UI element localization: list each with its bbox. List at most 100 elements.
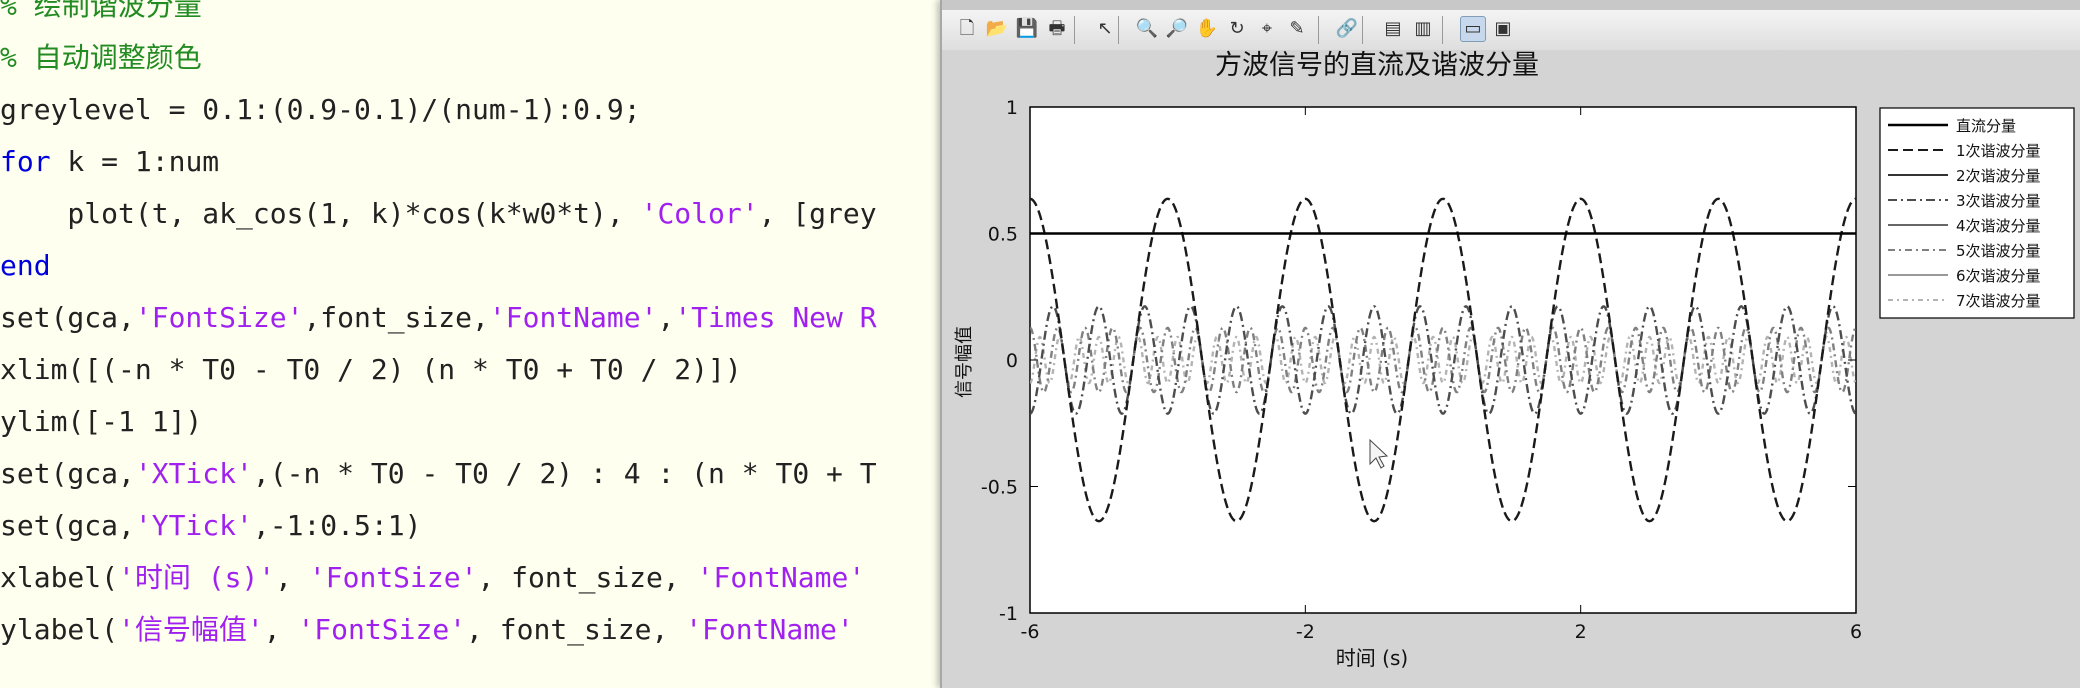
code-line[interactable]: set(gca,'XTick',(-n * T0 - T0 / 2) : 4 :… (0, 448, 877, 500)
colorbar-icon[interactable]: ▤ (1384, 18, 1402, 39)
axes[interactable]: -6 -2 2 6 -1 -0.5 0 0.5 1 (981, 97, 1862, 643)
code-token-plain: set(gca, (0, 457, 135, 490)
code-token-plain: xlim([(-n * T0 - T0 / 2) (n * T0 + T0 / … (0, 353, 742, 386)
link-plot-icon[interactable]: 🔗 (1335, 18, 1359, 39)
save-icon[interactable]: 💾 (1015, 18, 1039, 39)
y-tick-label: 0.5 (988, 224, 1018, 246)
code-token-plain: ,-1:0.5:1) (252, 509, 422, 542)
code-token-keyword: for (0, 145, 51, 178)
code-token-plain: , font_size, (466, 613, 686, 646)
code-token-keyword: end (0, 249, 51, 282)
legend-icon[interactable]: ▥ (1414, 18, 1432, 39)
code-token-string: 'XTick' (134, 457, 253, 490)
code-token-plain: ylim([-1 1]) (0, 405, 203, 438)
code-token-string: 'FontName' (488, 301, 658, 334)
code-token-plain: set(gca, (0, 301, 135, 334)
code-token-string: 'FontName' (696, 561, 866, 594)
code-token-string: 'YTick' (134, 509, 253, 542)
code-line[interactable]: ylabel('信号幅值', 'FontSize', font_size, 'F… (0, 604, 854, 656)
toolbar-separator (1074, 16, 1075, 44)
code-token-plain: k = 1:num (50, 145, 220, 178)
figure-toolbar: 🗋 📂 💾 🖶 ↖ 🔍 🔎 ✋ ↻ ⌖ ✎ 🔗 ▤ ▥ ▭ ▣ (942, 10, 2080, 51)
code-editor[interactable]: % 绘制谐波分量 % 自动调整颜色 greylevel = 0.1:(0.9-0.1… (0, 0, 950, 688)
code-line[interactable]: plot(t, ak_cos(1, k)*cos(k*w0*t), 'Color… (0, 188, 877, 240)
x-tick-label: 2 (1575, 621, 1587, 643)
print-icon[interactable]: 🖶 (1048, 18, 1066, 39)
code-token-plain: xlabel( (0, 561, 119, 594)
code-token-plain: , [grey (758, 197, 877, 230)
code-token-string: '时间 (s)' (118, 561, 276, 594)
mouse-cursor-icon (1369, 438, 1389, 469)
code-line[interactable]: for k = 1:num (0, 136, 219, 188)
legend-entry-label: 直流分量 (1956, 117, 2016, 135)
code-token-plain: , (275, 561, 309, 594)
x-tick-label: -6 (1021, 621, 1040, 643)
new-figure-icon[interactable]: 🗋 (959, 18, 975, 39)
legend-entry-label: 7次谐波分量 (1956, 292, 2041, 310)
toolbar-separator (1118, 16, 1119, 44)
code-token-plain: ylabel( (0, 613, 119, 646)
code-token-plain: ,font_size, (303, 301, 489, 334)
hide-plot-tools-icon[interactable]: ▭ (1460, 16, 1486, 42)
toolbar-separator (1442, 16, 1443, 44)
legend[interactable]: 直流分量 1次谐波分量 2次谐波分量 3次谐波分量 4次谐波分量 5次谐波分量 6次谐波分量… (1879, 107, 2075, 319)
chart-title: 方波信号的直流及谐波分量 (1215, 50, 1539, 81)
rotate-3d-icon[interactable]: ↻ (1229, 18, 1245, 39)
y-tick-label: -1 (999, 603, 1018, 625)
legend-entry-label: 2次谐波分量 (1956, 167, 2041, 185)
code-line[interactable]: end (0, 240, 51, 292)
code-token-string: 'Color' (640, 197, 759, 230)
pan-icon[interactable]: ✋ (1195, 18, 1219, 39)
code-line[interactable]: set(gca,'YTick',-1:0.5:1) (0, 500, 421, 552)
x-tick-label: -2 (1296, 621, 1315, 643)
code-token-string: 'Times New R (674, 301, 877, 334)
code-line[interactable]: greylevel = 0.1:(0.9-0.1)/(num-1):0.9; (0, 84, 641, 136)
code-token-plain: , (657, 301, 675, 334)
toolbar-separator (1362, 16, 1363, 44)
legend-entry-label: 3次谐波分量 (1956, 192, 2041, 210)
data-cursor-icon[interactable]: ⌖ (1261, 18, 1273, 39)
code-token-string: '信号幅值' (118, 613, 264, 646)
toolbar-separator (1318, 16, 1319, 44)
code-token-string: 'FontName' (685, 613, 854, 646)
code-line[interactable]: set(gca,'FontSize',font_size,'FontName',… (0, 292, 877, 344)
legend-entry-label: 4次谐波分量 (1956, 217, 2041, 235)
legend-box (1879, 107, 2075, 319)
y-tick-label: -0.5 (981, 477, 1018, 499)
zoom-in-icon[interactable]: 🔍 (1135, 18, 1159, 39)
pointer-icon[interactable]: ↖ (1097, 18, 1113, 39)
y-tick-label: 0 (1006, 350, 1018, 372)
code-line[interactable]: xlabel('时间 (s)', 'FontSize', font_size, … (0, 552, 865, 604)
code-token-plain: , font_size, (477, 561, 697, 594)
code-token-comment: % 自动调整颜色 (0, 41, 202, 74)
code-line[interactable]: xlim([(-n * T0 - T0 / 2) (n * T0 + T0 / … (0, 344, 742, 396)
code-token-plain: greylevel = 0.1:(0.9-0.1)/(num-1):0.9; (0, 93, 641, 126)
legend-entry-label: 6次谐波分量 (1956, 267, 2041, 285)
code-line[interactable]: % 自动调整颜色 (0, 32, 202, 84)
plot-canvas: 方波信号的直流及谐波分量 -6 -2 2 6 -1 -0.5 0 0.5 1 时间 (s) 信号… (942, 50, 2080, 688)
code-token-plain: set(gca, (0, 509, 135, 542)
code-line[interactable]: % 绘制谐波分量 (0, 0, 202, 32)
code-token-comment: % 绘制谐波分量 (0, 0, 202, 22)
plot-area (1029, 106, 1857, 614)
zoom-out-icon[interactable]: 🔎 (1165, 18, 1189, 39)
code-token-string: 'FontSize' (308, 561, 478, 594)
figure-window: 🗋 📂 💾 🖶 ↖ 🔍 🔎 ✋ ↻ ⌖ ✎ 🔗 ▤ ▥ ▭ ▣ 方波信号的直流及谐波分量 -6 -2 2 6 -1 -0… (940, 0, 2080, 688)
brush-icon[interactable]: ✎ (1289, 18, 1305, 39)
code-token-plain: ,(-n * T0 - T0 / 2) : 4 : (n * T0 + T (252, 457, 877, 490)
code-token-string: 'FontSize' (297, 613, 467, 646)
code-line[interactable]: ylim([-1 1]) (0, 396, 202, 448)
code-token-string: 'FontSize' (134, 301, 304, 334)
code-token-plain: , (263, 613, 298, 646)
x-tick-label: 6 (1850, 621, 1862, 643)
x-axis-label: 时间 (s) (1336, 646, 1408, 670)
legend-entry-label: 5次谐波分量 (1956, 242, 2041, 260)
legend-entry-label: 1次谐波分量 (1956, 142, 2041, 160)
series-line-1 (1030, 197, 1856, 523)
show-plot-tools-icon[interactable]: ▣ (1494, 18, 1512, 39)
code-token-plain: plot(t, ak_cos(1, k)*cos(k*w0*t), (0, 197, 641, 230)
y-axis-label: 信号幅值 (954, 326, 975, 398)
y-tick-label: 1 (1006, 97, 1018, 119)
series-line-3 (1030, 305, 1856, 415)
open-file-icon[interactable]: 📂 (985, 18, 1009, 39)
